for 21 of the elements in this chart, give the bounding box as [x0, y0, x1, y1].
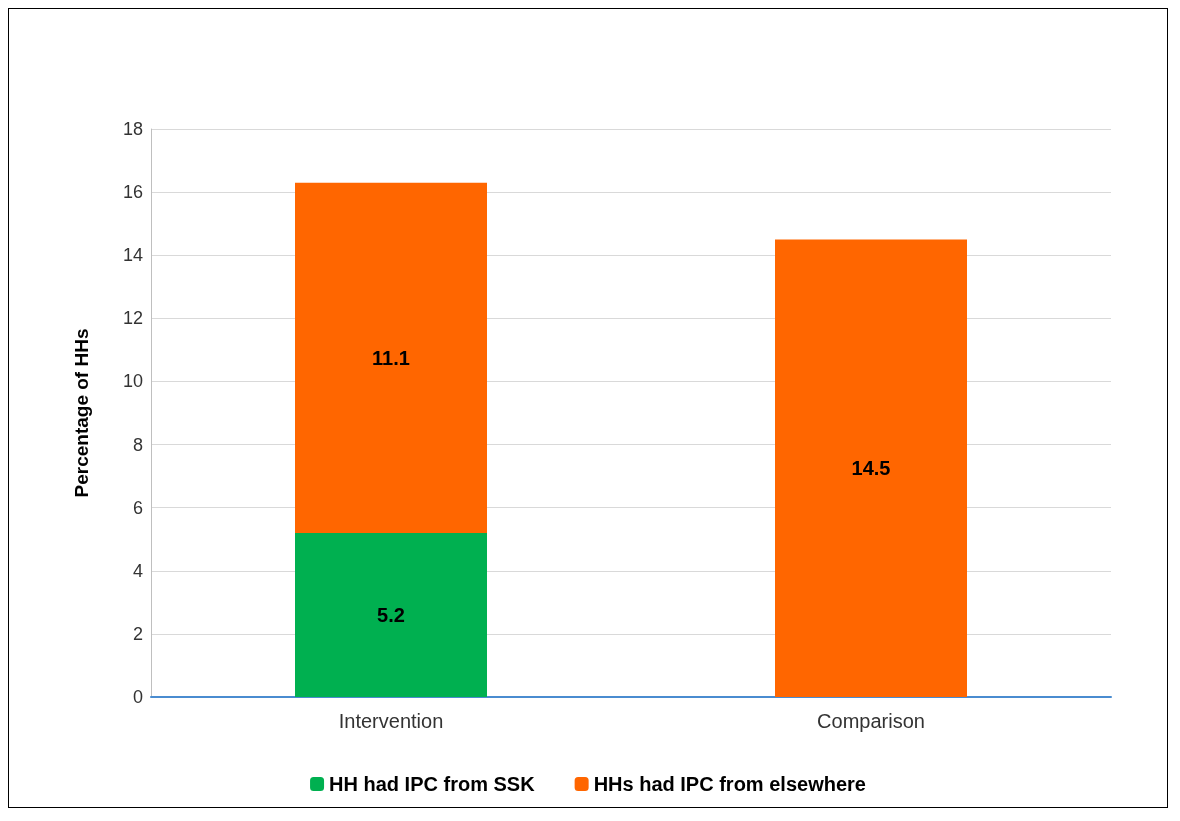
x-tick-label: Comparison — [817, 710, 925, 732]
bar — [295, 182, 487, 533]
y-tick-label: 8 — [132, 434, 143, 455]
bar — [775, 239, 967, 697]
y-axis-title: Percentage of HHs — [71, 328, 92, 498]
legend-label: HHs had IPC from elsewhere — [593, 773, 866, 795]
data-label: 5.2 — [377, 603, 405, 626]
data-label: 11.1 — [372, 346, 410, 369]
y-tick-label: 10 — [122, 371, 143, 392]
x-tick-label: Intervention — [338, 710, 444, 732]
y-tick-label: 6 — [132, 497, 143, 518]
y-tick-label: 0 — [132, 687, 143, 707]
bar — [295, 532, 487, 697]
y-tick-label: 12 — [122, 308, 143, 329]
y-tick-label: 18 — [122, 119, 143, 139]
legend-label: HH had IPC from SSK — [329, 773, 536, 795]
y-tick-label: 2 — [132, 623, 143, 644]
data-label: 14.5 — [851, 457, 891, 480]
y-tick-label: 14 — [122, 245, 143, 266]
y-tick-label: 4 — [132, 560, 143, 581]
y-tick-label: 16 — [122, 182, 143, 203]
